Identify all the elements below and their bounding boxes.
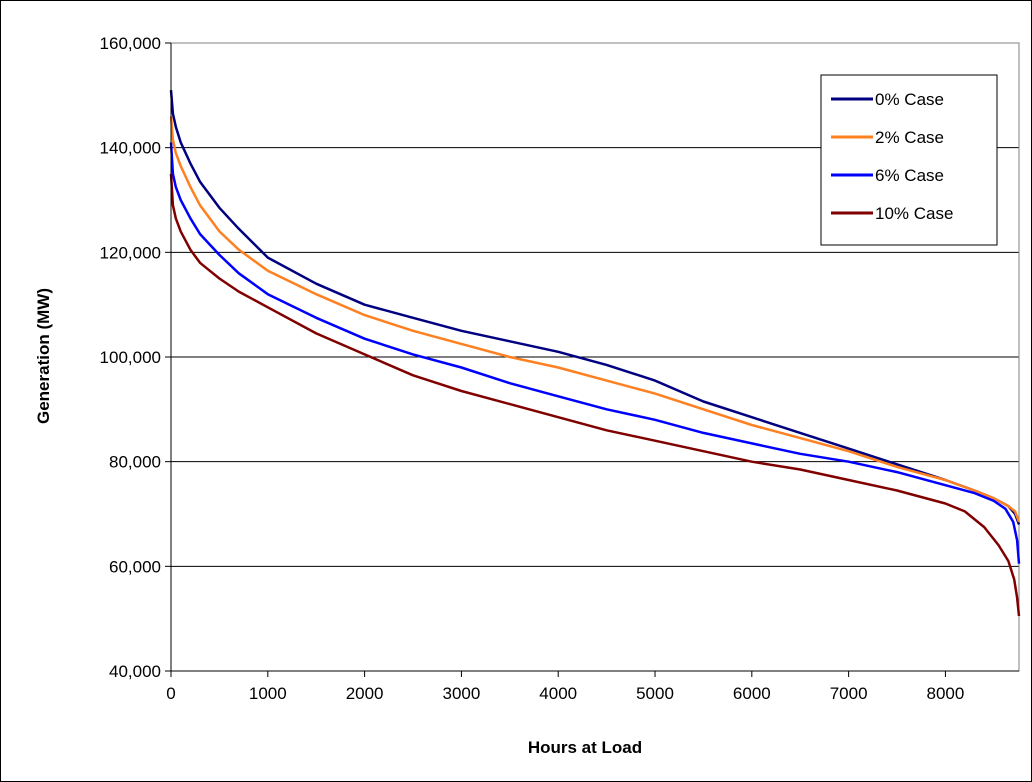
- x-tick-label-8: 8000: [927, 684, 965, 703]
- x-tick-label-6: 6000: [733, 684, 771, 703]
- y-tick-label-0: 40,000: [109, 662, 161, 681]
- y-axis-ticks: 40,000 60,000 80,000 100,000 120,000 140,000 1…: [100, 34, 171, 681]
- legend-label-3: 10% Case: [875, 204, 953, 223]
- series-line-1: [169, 116, 1021, 523]
- x-axis-ticks: 0 1000 2000 3000 4000 5000 6000 7000 8000: [166, 671, 964, 703]
- y-tick-label-4: 120,000: [100, 243, 161, 262]
- x-axis-title: Hours at Load: [528, 738, 642, 757]
- x-tick-label-0: 0: [166, 684, 175, 703]
- legend-box: [820, 74, 998, 246]
- x-tick-label-5: 5000: [636, 684, 674, 703]
- x-tick-label-3: 3000: [442, 684, 480, 703]
- y-tick-label-5: 140,000: [100, 139, 161, 158]
- x-tick-label-1: 1000: [249, 684, 287, 703]
- x-tick-label-2: 2000: [346, 684, 384, 703]
- y-tick-label-2: 80,000: [109, 453, 161, 472]
- legend-label-2: 6% Case: [875, 166, 944, 185]
- y-tick-label-1: 60,000: [109, 557, 161, 576]
- y-tick-label-3: 100,000: [100, 348, 161, 367]
- legend: 0% Case 2% Case 6% Case 10% Case: [820, 74, 998, 246]
- series-line-2: [169, 142, 1021, 564]
- legend-label-1: 2% Case: [875, 128, 944, 147]
- series-lines: [169, 89, 1021, 617]
- series-line-3: [169, 173, 1021, 617]
- y-axis-title: Generation (MW): [34, 288, 53, 424]
- y-tick-label-6: 160,000: [100, 34, 161, 53]
- x-tick-label-7: 7000: [830, 684, 868, 703]
- x-tick-label-4: 4000: [539, 684, 577, 703]
- legend-label-0: 0% Case: [875, 90, 944, 109]
